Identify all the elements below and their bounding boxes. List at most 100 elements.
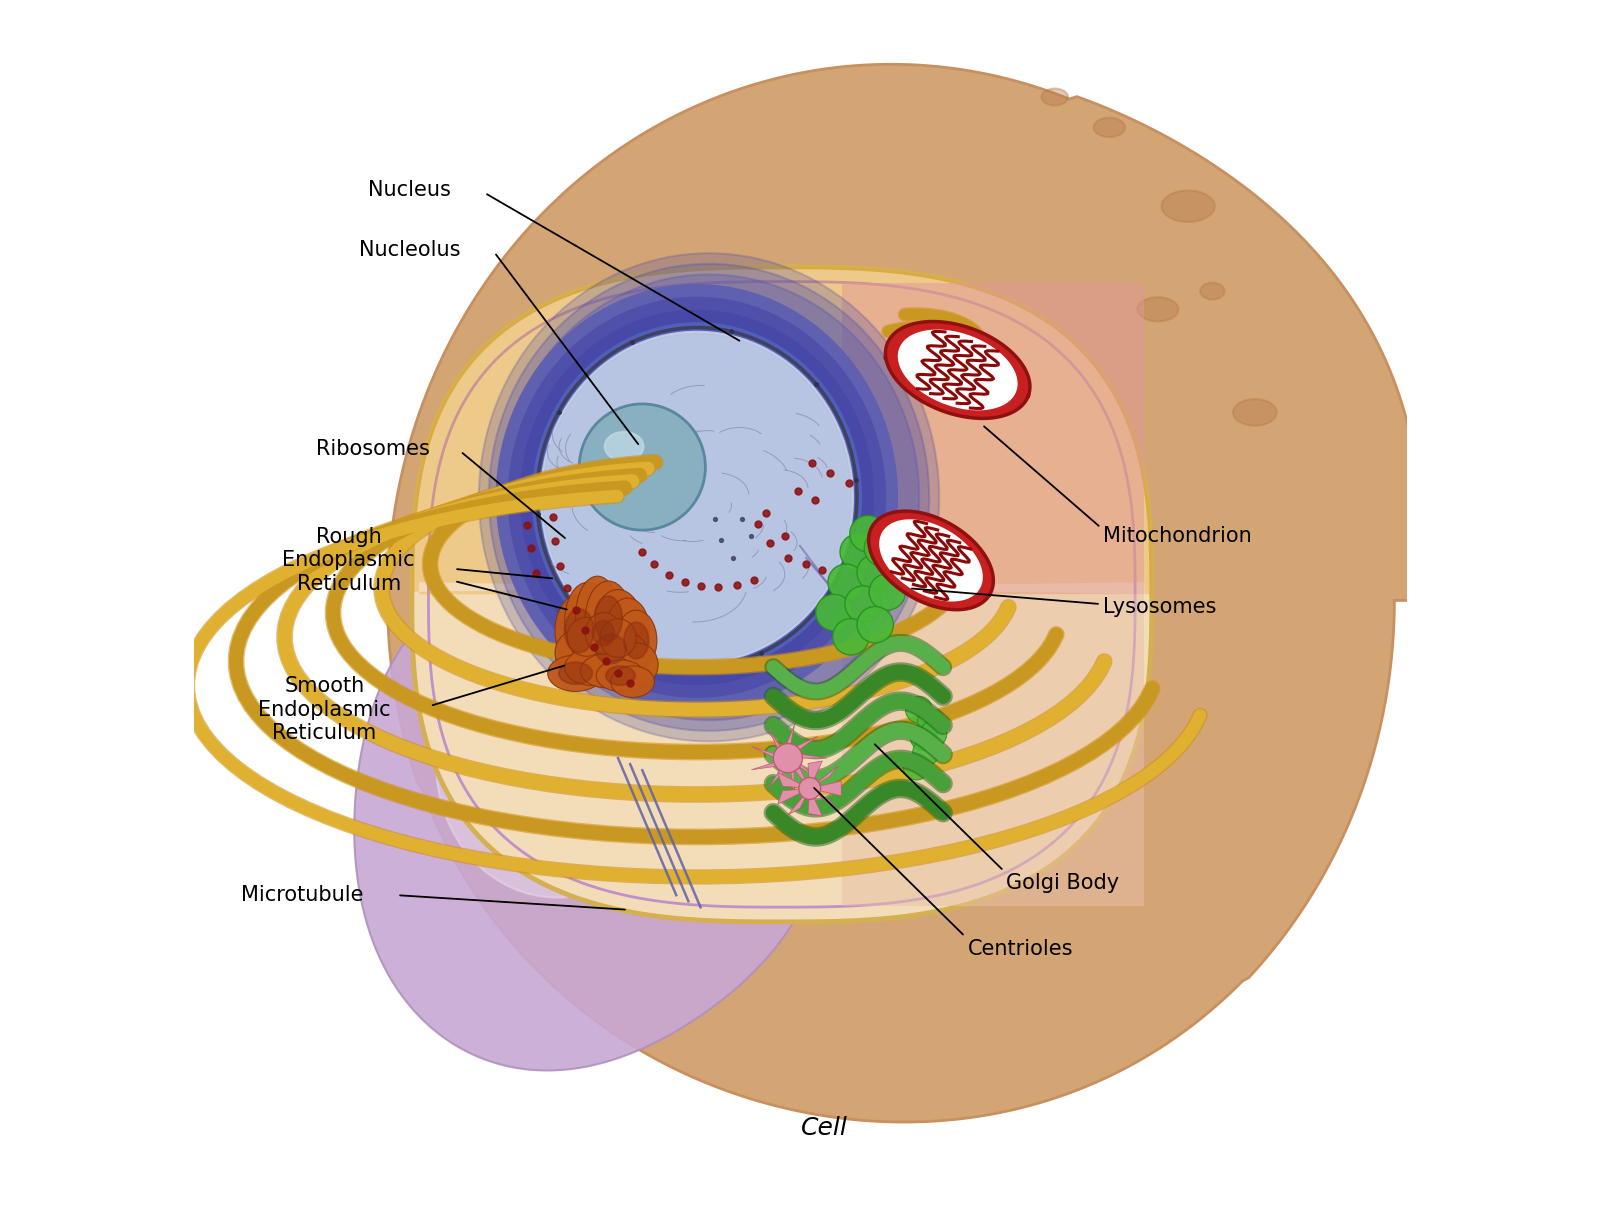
Ellipse shape [618,643,658,687]
Polygon shape [387,64,1421,1122]
Ellipse shape [1200,283,1224,300]
Ellipse shape [902,753,930,780]
Ellipse shape [1234,399,1277,426]
Ellipse shape [595,596,622,642]
Ellipse shape [576,576,619,656]
Ellipse shape [533,324,861,672]
Ellipse shape [858,606,893,643]
Polygon shape [880,520,982,600]
Ellipse shape [864,530,901,566]
Ellipse shape [816,594,853,631]
Polygon shape [843,284,1144,594]
Polygon shape [786,724,795,758]
Ellipse shape [611,666,654,697]
Polygon shape [787,788,810,815]
Ellipse shape [914,739,939,765]
Ellipse shape [565,609,594,653]
Ellipse shape [910,724,938,751]
Ellipse shape [581,654,632,688]
Polygon shape [778,788,810,804]
Ellipse shape [437,631,678,898]
Polygon shape [411,267,1152,922]
Ellipse shape [798,778,821,799]
Ellipse shape [565,582,611,660]
Ellipse shape [850,516,886,552]
Ellipse shape [602,632,648,678]
Text: Lysosomes: Lysosomes [1104,597,1216,616]
Polygon shape [810,765,838,788]
Ellipse shape [547,655,603,691]
Ellipse shape [586,581,632,656]
Polygon shape [810,781,842,796]
Text: Centrioles: Centrioles [968,939,1074,958]
Polygon shape [411,267,1152,594]
Ellipse shape [920,721,947,747]
Ellipse shape [478,254,939,741]
Polygon shape [778,773,810,788]
Text: Cell: Cell [802,1116,848,1140]
Polygon shape [787,762,810,788]
Ellipse shape [827,564,864,600]
Ellipse shape [1138,297,1179,321]
Ellipse shape [606,666,635,685]
Ellipse shape [571,619,621,672]
Polygon shape [768,758,787,787]
Polygon shape [768,729,787,758]
Ellipse shape [509,298,885,696]
Polygon shape [808,761,822,788]
Text: Nucleolus: Nucleolus [358,240,461,260]
Ellipse shape [597,660,645,691]
Text: Smooth
Endoplasmic
Reticulum: Smooth Endoplasmic Reticulum [258,677,390,742]
Ellipse shape [555,628,608,677]
Ellipse shape [579,404,706,530]
Ellipse shape [565,649,618,685]
Text: Nucleus: Nucleus [368,181,451,200]
Ellipse shape [586,613,622,654]
Ellipse shape [1042,89,1069,106]
Polygon shape [354,557,827,1070]
Ellipse shape [1093,118,1125,137]
Ellipse shape [594,590,642,660]
Polygon shape [787,758,795,792]
Polygon shape [787,754,827,758]
Text: Rough
Endoplasmic
Reticulum: Rough Endoplasmic Reticulum [283,528,414,593]
Ellipse shape [1162,190,1214,222]
Ellipse shape [555,594,603,667]
Ellipse shape [918,708,944,735]
Ellipse shape [586,625,637,673]
Polygon shape [810,788,838,811]
Ellipse shape [832,619,869,655]
Polygon shape [885,321,1030,418]
Polygon shape [752,758,787,770]
Polygon shape [899,330,1018,410]
Ellipse shape [595,634,626,664]
Text: Golgi Body: Golgi Body [1006,873,1120,893]
Text: Microtubule: Microtubule [242,885,363,905]
Polygon shape [787,736,818,758]
Ellipse shape [558,662,592,684]
Polygon shape [843,594,1144,905]
Ellipse shape [869,574,906,610]
Ellipse shape [906,696,933,723]
Ellipse shape [624,622,648,659]
Ellipse shape [544,336,850,659]
Ellipse shape [520,311,874,684]
Ellipse shape [773,744,803,773]
Ellipse shape [845,586,882,622]
Polygon shape [808,788,822,816]
Ellipse shape [496,285,898,710]
Ellipse shape [499,274,918,721]
Ellipse shape [566,617,606,656]
Ellipse shape [600,619,637,657]
Text: Ribosomes: Ribosomes [317,439,430,459]
Ellipse shape [606,598,650,664]
Polygon shape [787,758,818,780]
Ellipse shape [605,432,643,461]
Ellipse shape [840,534,877,570]
Ellipse shape [858,554,893,591]
Text: Mitochondrion: Mitochondrion [1104,526,1251,546]
Polygon shape [869,511,994,610]
Polygon shape [752,746,787,758]
Ellipse shape [490,264,930,730]
Ellipse shape [541,332,853,664]
